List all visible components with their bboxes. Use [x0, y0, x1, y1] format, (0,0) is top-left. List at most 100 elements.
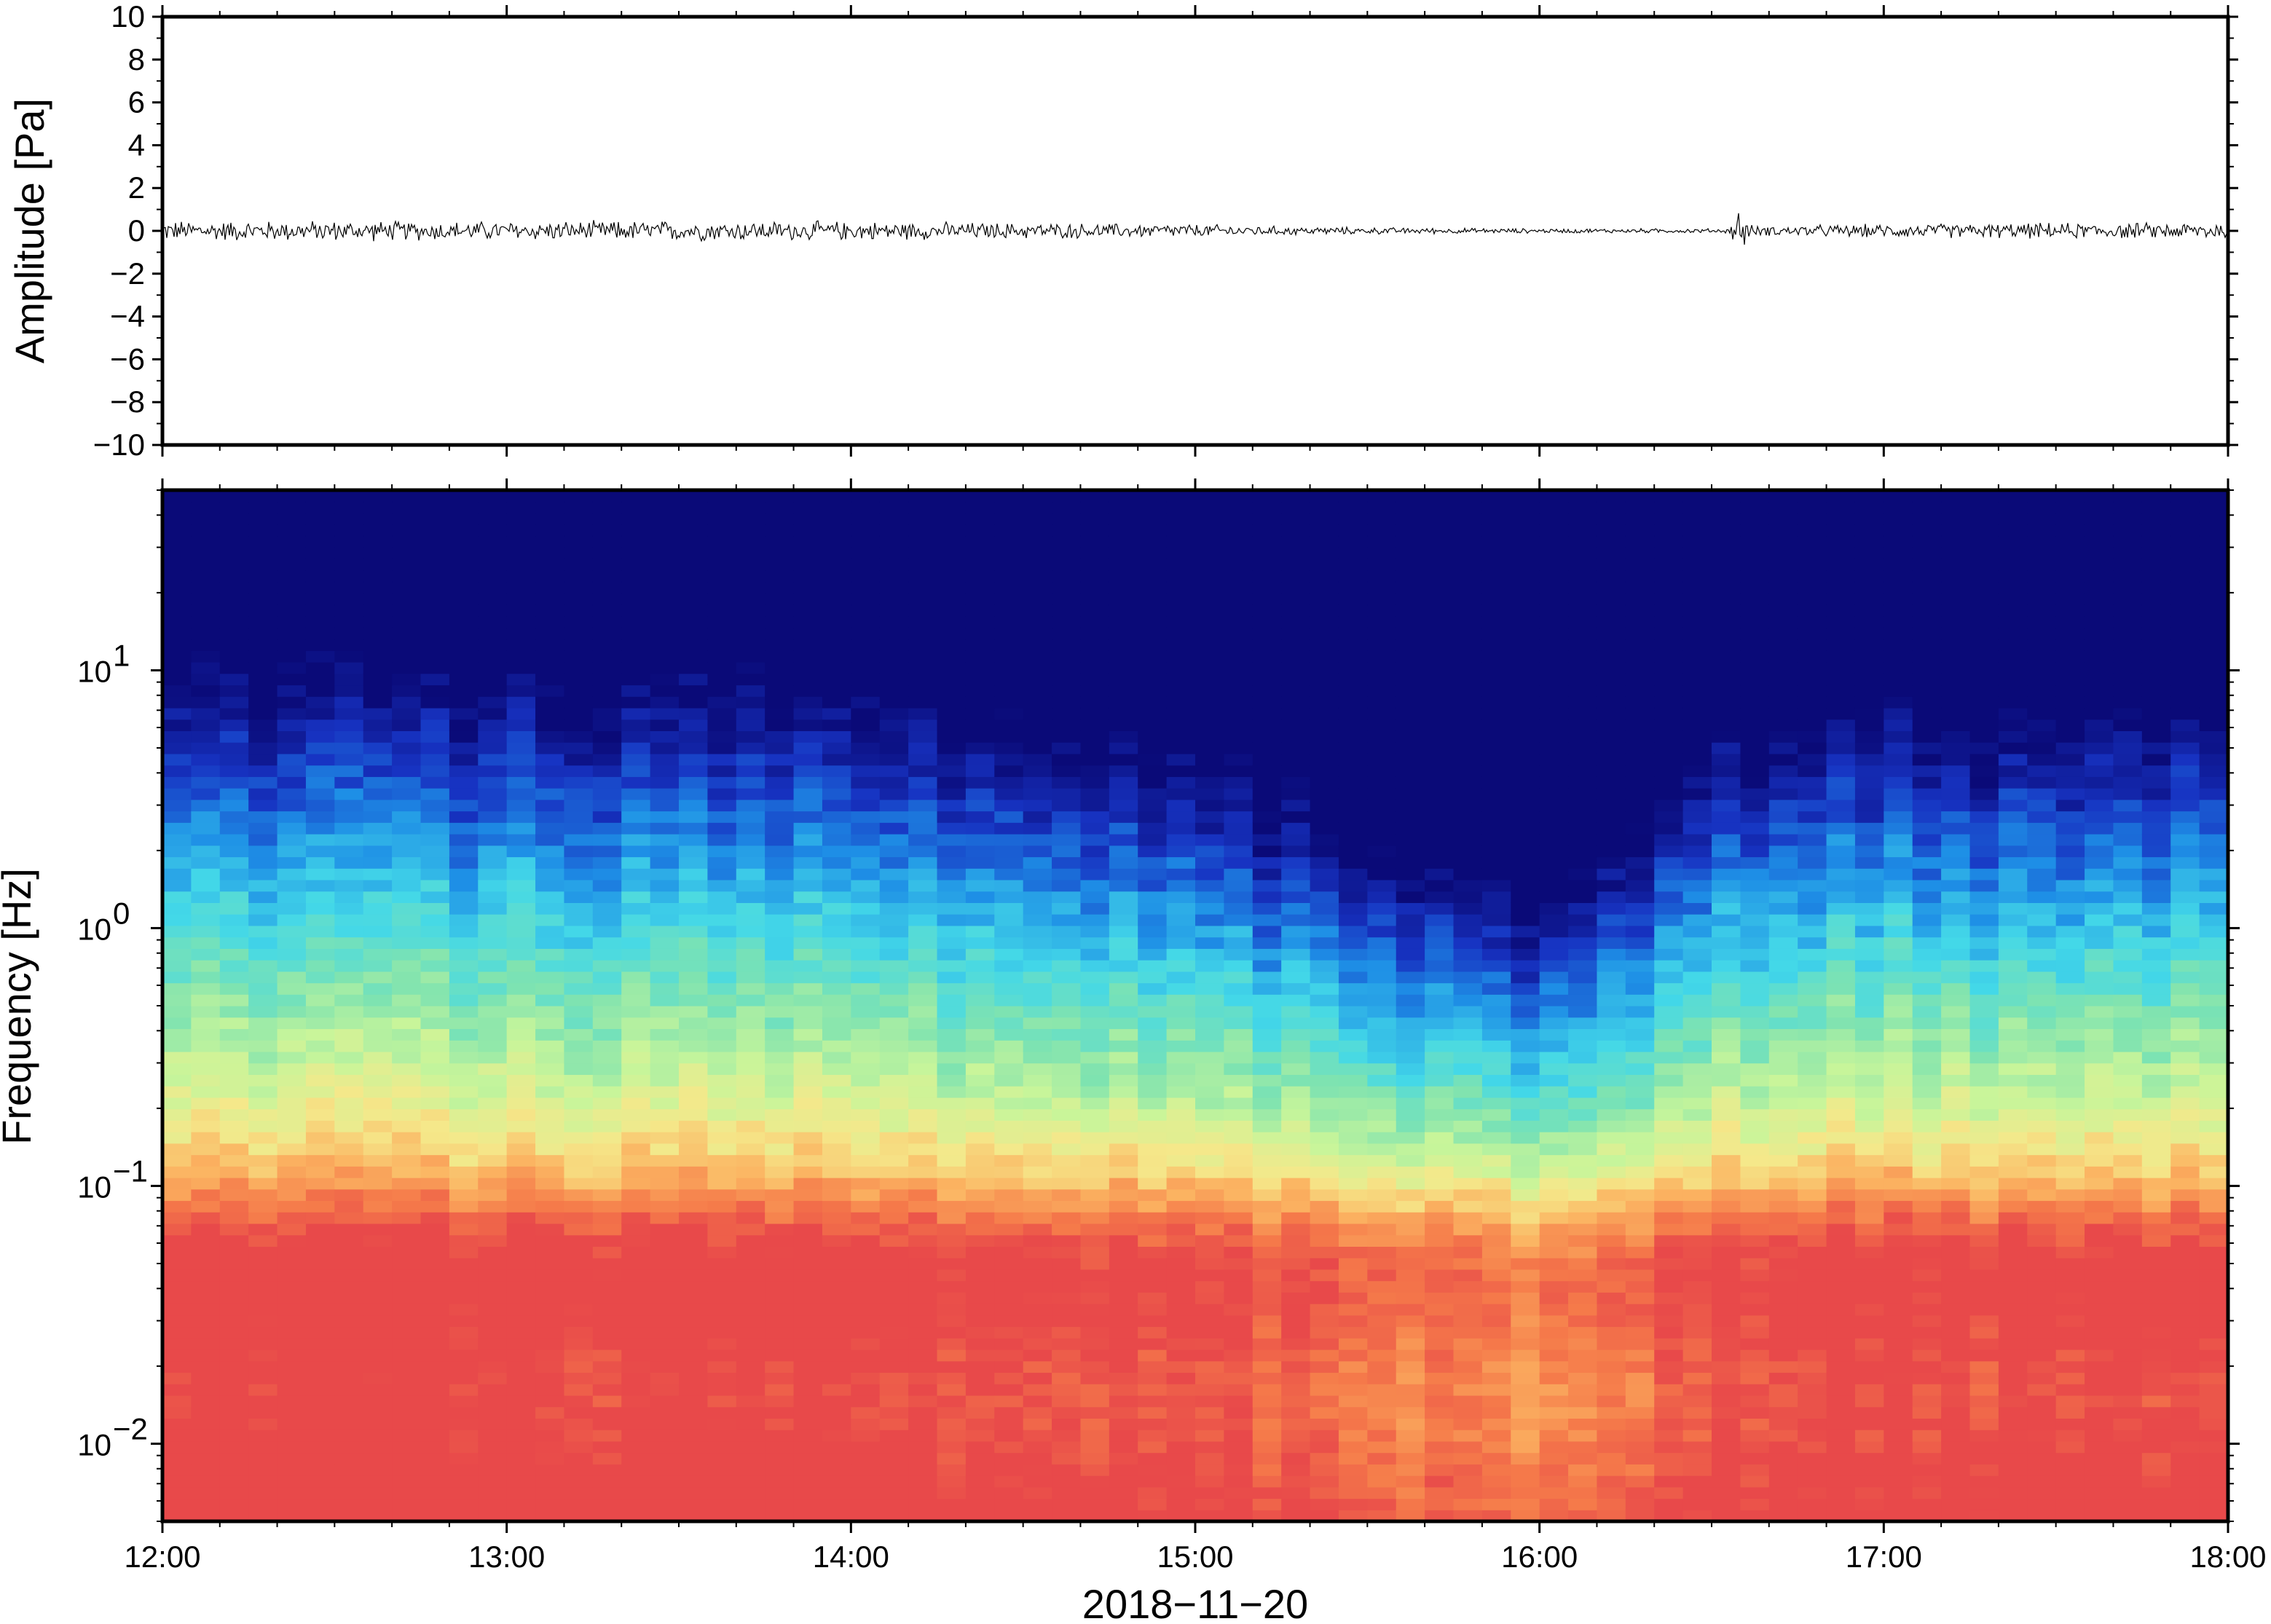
- spectrogram-cell: [1138, 1498, 1168, 1510]
- spectrogram-cell: [277, 1418, 307, 1430]
- spectrogram-cell: [765, 604, 795, 617]
- spectrogram-cell: [1654, 1108, 1684, 1121]
- spectrogram-cell: [621, 1028, 651, 1041]
- spectrogram-cell: [908, 948, 938, 961]
- spectrogram-cell: [1023, 856, 1052, 869]
- spectrogram-cell: [1138, 971, 1168, 984]
- spectrogram-cell: [1625, 1189, 1655, 1202]
- spectrogram-cell: [1252, 1154, 1282, 1167]
- spectrogram-cell: [191, 707, 221, 720]
- spectrogram-cell: [420, 1006, 450, 1018]
- spectrogram-cell: [277, 891, 307, 903]
- spectrogram-cell: [1252, 788, 1282, 800]
- spectrogram-cell: [1682, 650, 1712, 663]
- spectrogram-cell: [191, 856, 221, 869]
- spectrogram-cell: [707, 1292, 737, 1304]
- spectrogram-cell: [420, 1028, 450, 1041]
- spectrogram-cell: [1511, 1086, 1540, 1098]
- spectrogram-cell: [277, 902, 307, 915]
- spectrogram-cell: [392, 501, 422, 514]
- spectrogram-cell: [162, 1452, 192, 1465]
- spectrogram-cell: [392, 937, 422, 949]
- spectrogram-cell: [736, 696, 765, 709]
- spectrogram-cell: [1367, 765, 1397, 777]
- spectrogram-cell: [219, 1246, 249, 1258]
- spectrogram-cell: [707, 696, 737, 709]
- spectrogram-cell: [506, 799, 536, 812]
- spectrogram-cell: [1052, 1360, 1082, 1373]
- spectrogram-cell: [1396, 1372, 1425, 1384]
- spectrogram-cell: [1166, 490, 1196, 502]
- spectrogram-cell: [1568, 1246, 1598, 1258]
- spectrogram-cell: [1425, 581, 1455, 594]
- spectrogram-cell: [851, 834, 881, 846]
- spectrogram-cell: [248, 948, 278, 961]
- spectrogram-cell: [1166, 994, 1196, 1006]
- spectrogram-cell: [1539, 1440, 1569, 1454]
- spectrogram-cell: [1425, 490, 1455, 502]
- spectrogram-cell: [506, 1006, 536, 1018]
- spectrogram-cell: [420, 535, 450, 548]
- spectrogram-cell: [277, 1154, 307, 1167]
- spectrogram-cell: [707, 742, 737, 754]
- spectrogram-cell: [1511, 1372, 1540, 1384]
- spectrogram-cell: [1654, 1246, 1684, 1258]
- spectrogram-cell: [1396, 1269, 1425, 1282]
- spectrogram-cell: [1080, 696, 1110, 709]
- spectrogram-cell: [1166, 1292, 1196, 1304]
- spectrogram-cell: [535, 1006, 565, 1018]
- spectrogram-cell: [1166, 1510, 1196, 1522]
- spectrogram-cell: [1023, 1028, 1052, 1041]
- spectrogram-cell: [908, 1143, 938, 1156]
- spectrogram-cell: [879, 1452, 909, 1465]
- spectrogram-cell: [277, 925, 307, 938]
- spectrogram-cell: [879, 811, 909, 823]
- spectrogram-cell: [1138, 547, 1168, 559]
- spectrogram-cell: [1310, 1223, 1339, 1236]
- spectrogram-cell: [765, 570, 795, 583]
- spectrogram-cell: [1425, 1006, 1455, 1018]
- spectrogram-cell: [1425, 1086, 1455, 1098]
- spectrogram-cell: [1281, 1360, 1311, 1373]
- spectrogram-cell: [1138, 513, 1168, 525]
- spectrogram-cell: [1625, 1017, 1655, 1030]
- spectrogram-cell: [1425, 822, 1455, 835]
- spectrogram-cell: [937, 868, 967, 880]
- spectrogram-cell: [650, 1017, 680, 1030]
- spectrogram-cell: [736, 925, 765, 938]
- spectrogram-cell: [1481, 765, 1511, 777]
- spectrogram-cell: [736, 960, 765, 972]
- spectrogram-cell: [1539, 788, 1569, 800]
- spectrogram-cell: [765, 982, 795, 995]
- spectrogram-cell: [1338, 1132, 1368, 1144]
- spectrogram-cell: [1195, 1338, 1224, 1350]
- spectrogram-cell: [879, 719, 909, 731]
- spectrogram-cell: [1396, 1063, 1425, 1075]
- spectrogram-cell: [478, 788, 508, 800]
- spectrogram-cell: [965, 1086, 995, 1098]
- spectrogram-cell: [1453, 1074, 1483, 1087]
- spectrogram-cell: [1597, 960, 1626, 972]
- spectrogram-cell: [679, 1074, 708, 1087]
- spectrogram-cell: [822, 753, 851, 766]
- spectrogram-cell: [248, 765, 278, 777]
- spectrogram-cell: [592, 616, 622, 628]
- spectrogram-cell: [478, 1223, 508, 1236]
- spectrogram-cell: [1023, 501, 1052, 514]
- spectrogram-cell: [162, 685, 192, 697]
- spectrogram-cell: [305, 616, 335, 628]
- spectrogram-cell: [1310, 1028, 1339, 1041]
- spectrogram-cell: [1080, 1384, 1110, 1396]
- spectrogram-cell: [1224, 1200, 1253, 1213]
- spectrogram-cell: [564, 982, 594, 995]
- spectrogram-cell: [1453, 1314, 1483, 1328]
- spectrogram-cell: [449, 845, 479, 858]
- spectrogram-cell: [592, 1200, 622, 1213]
- spectrogram-cell: [1425, 1200, 1455, 1213]
- spectrogram-cell: [277, 1314, 307, 1328]
- spectrogram-cell: [1453, 765, 1483, 777]
- spectrogram-cell: [621, 1154, 651, 1167]
- spectrogram-cell: [1138, 1440, 1168, 1454]
- spectrogram-cell: [822, 513, 851, 525]
- spectrogram-cell: [994, 581, 1024, 594]
